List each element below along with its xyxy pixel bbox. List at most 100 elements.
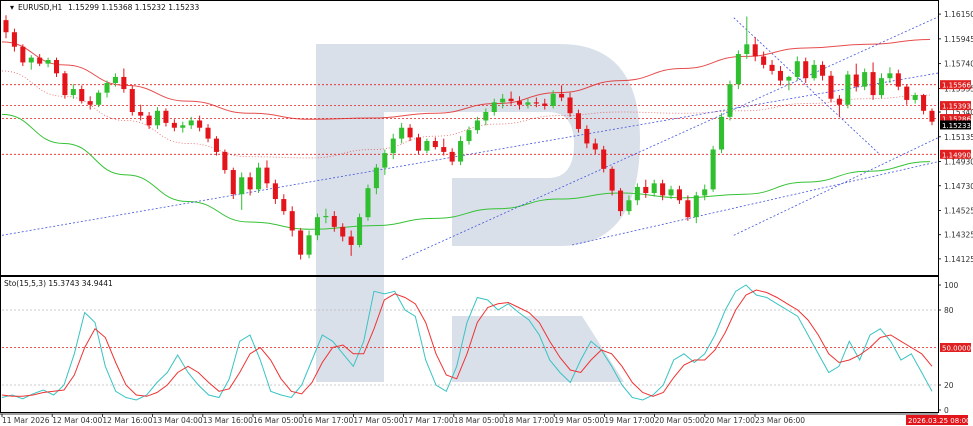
candle-78 <box>660 179 666 201</box>
stoch-tick-label-4: 0 <box>944 406 949 415</box>
candle-13 <box>112 73 118 87</box>
stochastic-panel-frame <box>0 276 939 413</box>
time-tick-label-1: 12 Mar 04:00 <box>52 416 102 425</box>
candle-body <box>786 76 792 81</box>
candle-90 <box>761 51 767 69</box>
candle-40 <box>340 223 346 242</box>
candle-64 <box>542 98 548 110</box>
trendline-4 <box>733 17 879 154</box>
candle-41 <box>348 230 354 256</box>
candle-92 <box>777 66 783 86</box>
candle-body <box>820 64 826 76</box>
candle-84 <box>710 145 716 192</box>
time-tick-label-10: 18 Mar 17:00 <box>504 416 554 425</box>
candle-23 <box>197 115 203 132</box>
candle-29 <box>247 172 253 196</box>
candle-body <box>744 44 750 54</box>
moving-average-0 <box>1 38 931 120</box>
candle-body <box>676 189 682 201</box>
candle-body <box>104 82 110 93</box>
candle-body <box>575 113 581 129</box>
candle-body <box>685 200 691 218</box>
candle-38 <box>323 208 329 224</box>
price-tag-bg-0 <box>940 80 971 90</box>
price-tag-3: 1.15233 <box>942 122 971 130</box>
candle-body <box>365 188 371 218</box>
time-tick-label-0: 11 Mar 2026 <box>2 416 50 425</box>
candle-body <box>45 60 51 64</box>
price-panel[interactable]: ▾ EURUSD,H1 1.15299 1.15368 1.15232 1.15… <box>1 0 973 260</box>
price-tick-label-9: 1.14325 <box>944 231 973 240</box>
candle-body <box>112 76 118 83</box>
candle-100 <box>845 70 851 109</box>
candle-80 <box>676 185 682 204</box>
candle-51 <box>432 137 438 150</box>
candle-body <box>298 230 304 255</box>
chart-header: ▾ EURUSD,H1 1.15299 1.15368 1.15232 1.15… <box>10 3 199 12</box>
candle-14 <box>121 68 127 93</box>
candle-4 <box>37 53 43 67</box>
candle-body <box>432 141 438 148</box>
candle-16 <box>138 104 144 121</box>
stochastic-panel[interactable]: Sto(15,5,3) 15.3743 34.9441 <box>1 279 938 401</box>
candle-body <box>424 141 430 151</box>
candle-44 <box>373 163 379 195</box>
candle-body <box>516 101 523 105</box>
price-tick-label-8: 1.14525 <box>944 207 973 216</box>
candle-63 <box>533 97 539 108</box>
candle-95 <box>803 57 809 83</box>
candle-110 <box>929 108 935 126</box>
candle-body <box>96 92 102 105</box>
candle-97 <box>820 61 826 81</box>
candle-body <box>62 73 68 96</box>
candlesticks <box>3 15 935 260</box>
candle-body <box>188 120 194 126</box>
candle-body <box>197 120 203 128</box>
candle-69 <box>584 125 590 149</box>
candle-27 <box>230 167 236 200</box>
candle-body <box>702 189 708 196</box>
candle-10 <box>87 96 93 110</box>
candle-body <box>929 110 935 122</box>
candle-60 <box>508 91 514 105</box>
candle-body <box>79 89 85 102</box>
candle-21 <box>180 121 186 133</box>
trendlines <box>2 16 938 260</box>
candle-70 <box>592 138 598 155</box>
candle-9 <box>79 85 85 104</box>
candle-15 <box>129 85 135 116</box>
price-tag-bg-1 <box>940 101 971 111</box>
stoch-tick-label-3: 20 <box>944 381 954 390</box>
price-tick-label-0: 1.16150 <box>944 10 973 19</box>
logo-leg <box>452 316 624 382</box>
candle-48 <box>407 124 413 142</box>
ohlc-label: 1.15299 1.15368 1.15232 1.15233 <box>68 3 199 12</box>
candle-34 <box>289 206 295 237</box>
candle-body <box>828 75 834 99</box>
candle-body <box>222 151 228 171</box>
candle-body <box>53 60 60 74</box>
candle-28 <box>239 172 245 210</box>
candle-body <box>853 74 859 87</box>
candle-body <box>836 98 842 105</box>
candle-11 <box>96 90 102 108</box>
candle-58 <box>491 98 497 116</box>
candle-body <box>777 70 783 81</box>
candle-75 <box>634 183 640 206</box>
candle-1 <box>11 28 17 52</box>
stoch-mid-tag-bg <box>940 343 971 352</box>
price-tag-0: 1.15566 <box>942 82 971 90</box>
candle-73 <box>618 188 624 216</box>
candle-body <box>163 110 169 123</box>
candle-82 <box>693 191 699 224</box>
candle-body <box>348 236 354 245</box>
candle-109 <box>921 93 927 115</box>
price-tag-bg-2 <box>940 114 971 124</box>
candle-body <box>660 183 666 196</box>
candle-54 <box>458 136 464 166</box>
candle-3 <box>28 55 34 70</box>
candle-body <box>542 103 548 106</box>
symbol-menu-icon[interactable]: ▾ <box>10 3 14 12</box>
candle-body <box>340 226 346 237</box>
time-tick-label-9: 18 Mar 05:00 <box>454 416 504 425</box>
